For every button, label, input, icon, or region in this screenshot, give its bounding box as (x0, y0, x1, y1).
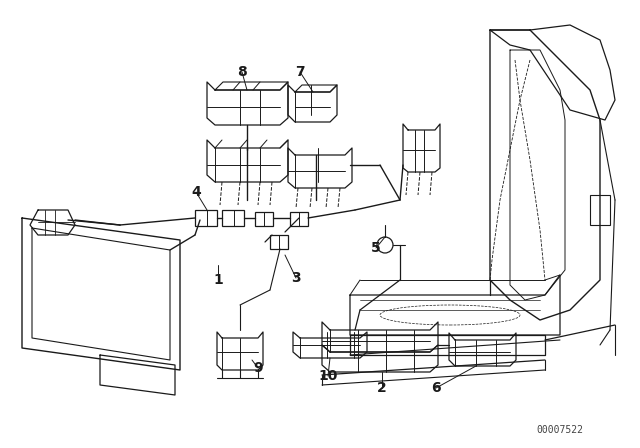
Bar (255, 212, 273, 226)
Text: 3: 3 (291, 271, 301, 285)
Text: 8: 8 (237, 65, 247, 79)
Bar (590, 195, 610, 225)
Text: 2: 2 (377, 381, 387, 395)
Bar (290, 212, 308, 226)
Text: 9: 9 (253, 361, 263, 375)
Text: 1: 1 (213, 273, 223, 287)
Text: 00007522: 00007522 (536, 425, 584, 435)
Text: 10: 10 (318, 369, 338, 383)
Text: 7: 7 (295, 65, 305, 79)
Text: 4: 4 (191, 185, 201, 199)
Bar (222, 210, 244, 226)
Bar (270, 235, 288, 249)
Text: 5: 5 (371, 241, 381, 255)
Text: 6: 6 (431, 381, 441, 395)
Bar (195, 210, 217, 226)
